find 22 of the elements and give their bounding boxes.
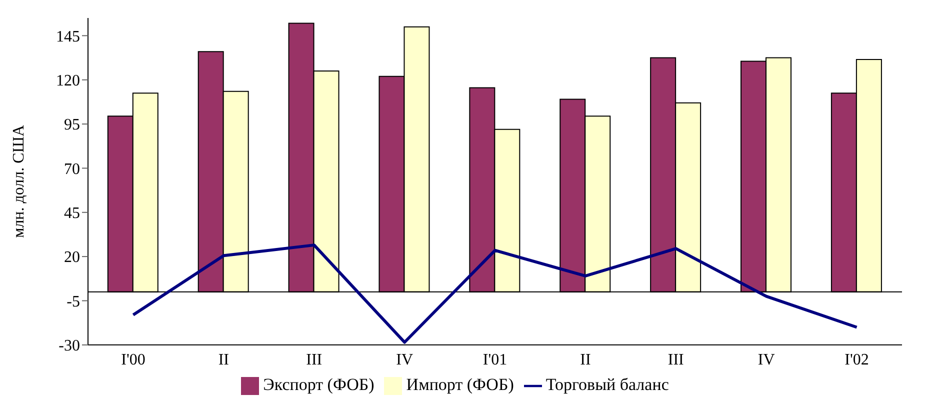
x-tick-label: II	[580, 351, 591, 368]
x-tick-label: IV	[758, 351, 776, 368]
x-tick-label: II	[218, 351, 229, 368]
y-tick-label: 120	[56, 72, 80, 90]
legend-label: Экспорт (ФОБ)	[263, 374, 374, 394]
y-tick-label: 20	[64, 249, 80, 266]
legend-label: Импорт (ФОБ)	[406, 374, 514, 394]
y-tick-label: -30	[58, 338, 80, 355]
x-tick-label: III	[668, 351, 684, 368]
y-tick-label: 70	[64, 160, 80, 178]
x-tick-label: I'01	[482, 351, 508, 368]
x-tick-label: I'02	[844, 351, 869, 368]
y-tick-label: 45	[64, 205, 80, 222]
x-tick-label: IV	[396, 351, 414, 368]
y-tick-label: 145	[56, 28, 80, 46]
line-series	[132, 244, 858, 344]
x-tick-label: I'00	[121, 351, 146, 368]
legend-label: Торговый баланс	[546, 374, 669, 394]
y-axis-title: млн. долл. США	[10, 124, 28, 238]
y-tick-label: 95	[64, 116, 80, 134]
x-tick-label: III	[306, 351, 322, 368]
y-tick-label: -5	[66, 293, 80, 310]
